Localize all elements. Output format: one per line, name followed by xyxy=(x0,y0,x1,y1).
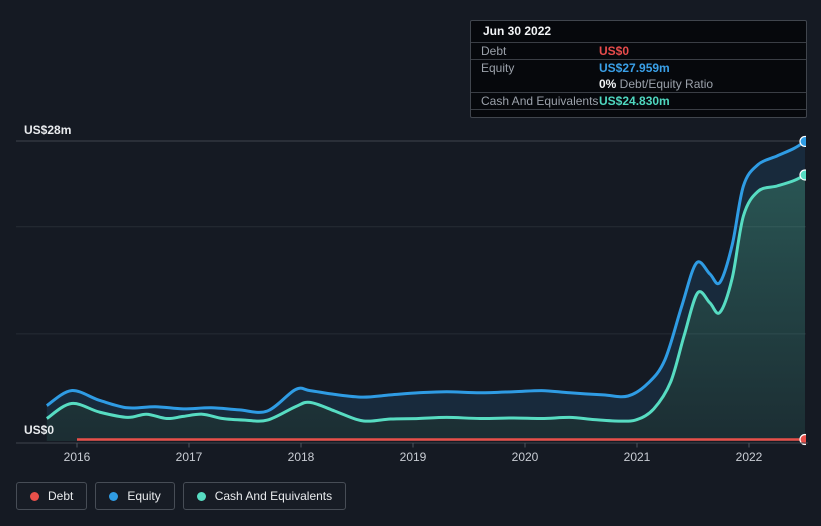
cash-area-fill xyxy=(46,175,805,441)
x-axis-label-2022: 2022 xyxy=(735,450,763,464)
y-axis-label-top: US$28m xyxy=(24,123,72,137)
tooltip-date: Jun 30 2022 xyxy=(471,21,806,43)
end-dot-debt xyxy=(799,433,806,446)
chart-tooltip: Jun 30 2022 Debt US$0 Equity US$27.959m … xyxy=(470,20,807,118)
tooltip-equity-value: US$27.959m xyxy=(599,61,670,75)
tooltip-debt-value: US$0 xyxy=(599,44,630,58)
tooltip-cash-value: US$24.830m xyxy=(599,94,670,108)
tooltip-row-debt: Debt US$0 xyxy=(471,43,806,60)
end-dot-equity xyxy=(799,135,806,148)
legend-equity-label: Equity xyxy=(127,489,161,503)
chart-legend: Debt Equity Cash And Equivalents xyxy=(16,482,347,510)
legend-debt-label: Debt xyxy=(48,489,74,503)
x-axis-label-2018: 2018 xyxy=(287,450,315,464)
legend-item-equity[interactable]: Equity xyxy=(95,482,175,510)
tooltip-row-cash: Cash And Equivalents US$24.830m xyxy=(471,93,806,110)
cash-line xyxy=(45,173,806,423)
tooltip-ratio-value: 0% Debt/Equity Ratio xyxy=(599,77,714,91)
legend-cash-label: Cash And Equivalents xyxy=(214,489,333,503)
x-axis-label-2019: 2019 xyxy=(399,450,427,464)
debt-series-dot-icon xyxy=(30,491,39,501)
x-axis-label-2017: 2017 xyxy=(175,450,203,464)
end-dot-cash-and-equivalents xyxy=(799,169,806,181)
x-axis-label-2016: 2016 xyxy=(63,450,91,464)
tooltip-equity-label: Equity xyxy=(481,61,515,75)
tooltip-row-ratio: 0% Debt/Equity Ratio xyxy=(471,76,806,93)
x-axis-label-2021: 2021 xyxy=(623,450,651,464)
x-axis-label-2020: 2020 xyxy=(511,450,539,464)
legend-item-debt[interactable]: Debt xyxy=(16,482,88,510)
cash-series-dot-icon xyxy=(196,491,206,501)
tooltip-row-equity: Equity US$27.959m xyxy=(471,60,806,76)
legend-item-cash[interactable]: Cash And Equivalents xyxy=(182,482,347,510)
tooltip-cash-label: Cash And Equivalents xyxy=(481,94,599,108)
tooltip-debt-label: Debt xyxy=(481,44,507,58)
equity-line xyxy=(45,140,806,414)
equity-series-dot-icon xyxy=(109,491,119,501)
y-axis-label-bottom: US$0 xyxy=(24,423,55,437)
